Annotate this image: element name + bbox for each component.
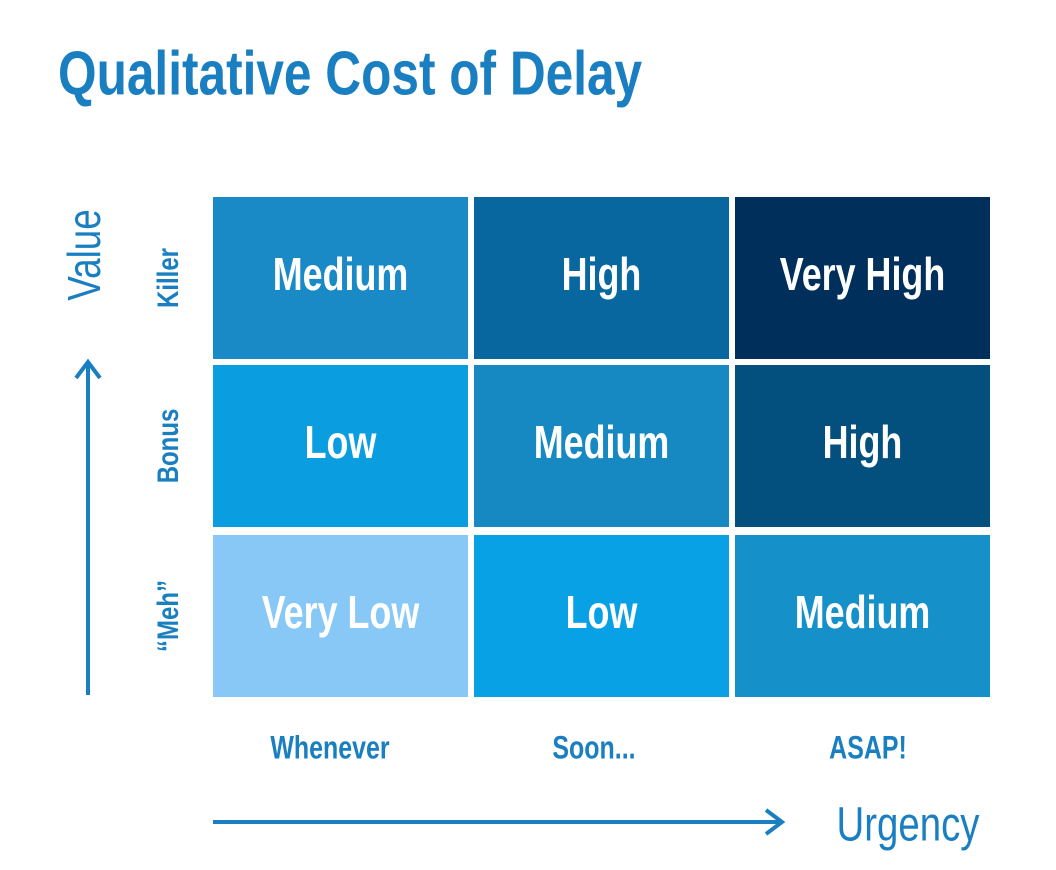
cell xyxy=(735,365,990,527)
cell xyxy=(213,197,468,359)
cell-label: Medium xyxy=(534,417,670,468)
column-label: Soon... xyxy=(552,731,635,767)
cell-label: Very Low xyxy=(262,587,420,638)
row-label: Killer xyxy=(150,248,184,308)
cell-label: Medium xyxy=(795,587,931,638)
cell xyxy=(213,365,468,527)
y-arrow-head xyxy=(74,358,102,380)
cell xyxy=(735,535,990,697)
cell-label: Very High xyxy=(780,249,946,300)
row-label: Bonus xyxy=(150,409,184,484)
title: Qualitative Cost of Delay xyxy=(58,38,642,108)
column-label: ASAP! xyxy=(829,731,907,767)
cell-label: High xyxy=(562,249,642,300)
x-axis-label: Urgency xyxy=(837,799,980,852)
cell-label: Low xyxy=(566,587,639,638)
x-arrow-head xyxy=(764,808,786,836)
cell xyxy=(474,535,729,697)
cell xyxy=(735,197,990,359)
cell-label: Low xyxy=(305,417,378,468)
y-axis-label: Value xyxy=(58,209,110,300)
cell-label: High xyxy=(823,417,903,468)
cell xyxy=(213,535,468,697)
cell-label: Medium xyxy=(273,249,409,300)
cell xyxy=(474,365,729,527)
row-label: “Meh” xyxy=(150,580,184,652)
cell xyxy=(474,197,729,359)
column-label: Whenever xyxy=(270,731,389,767)
